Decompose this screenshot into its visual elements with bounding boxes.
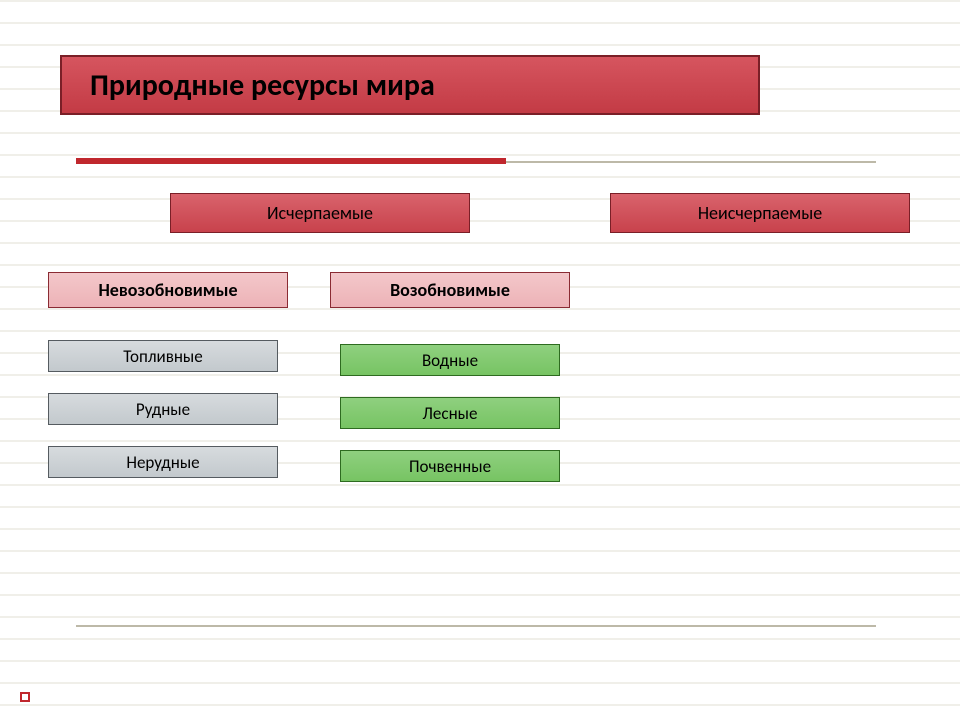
node-inexhaustible: Неисчерпаемые	[610, 193, 910, 233]
node-renewable: Возобновимые	[330, 272, 570, 308]
slide-marker-icon	[20, 692, 30, 702]
node-nonore: Нерудные	[48, 446, 278, 478]
rule-muted-top	[506, 161, 876, 163]
label-nonrenewable: Невозобновимые	[49, 279, 287, 301]
title-text: Природные ресурсы мира	[90, 67, 435, 104]
node-ore: Рудные	[48, 393, 278, 425]
rule-accent	[76, 158, 506, 164]
node-fuel: Топливные	[48, 340, 278, 372]
label-fuel: Топливные	[49, 346, 277, 367]
node-soil: Почвенные	[340, 450, 560, 482]
label-soil: Почвенные	[341, 456, 559, 477]
node-nonrenewable: Невозобновимые	[48, 272, 288, 308]
label-renewable: Возобновимые	[331, 279, 569, 301]
label-ore: Рудные	[49, 399, 277, 420]
label-inexhaustible: Неисчерпаемые	[611, 202, 909, 224]
node-exhaustible: Исчерпаемые	[170, 193, 470, 233]
label-water: Водные	[341, 350, 559, 371]
rule-muted-bottom	[76, 625, 876, 627]
label-exhaustible: Исчерпаемые	[171, 202, 469, 224]
title-box: Природные ресурсы мира	[60, 55, 760, 115]
label-forest: Лесные	[341, 403, 559, 424]
node-forest: Лесные	[340, 397, 560, 429]
node-water: Водные	[340, 344, 560, 376]
label-nonore: Нерудные	[49, 452, 277, 473]
